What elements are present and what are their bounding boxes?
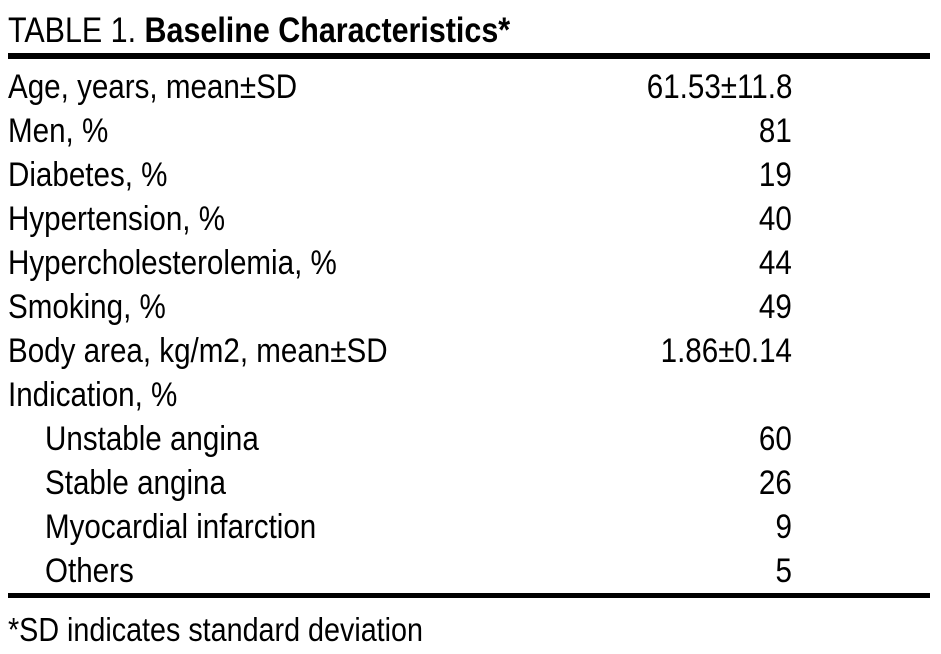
row-value: 44	[759, 244, 792, 282]
table-row: Age, years, mean±SD 61.53±11.8	[8, 65, 930, 109]
row-label: Body area, kg/m2, mean±SD	[8, 332, 388, 370]
row-label: Indication, %	[8, 376, 178, 414]
table-title-text: TABLE 1. Baseline Characteristics*	[8, 9, 510, 53]
row-label: Smoking, %	[8, 288, 166, 326]
table-row: Men, % 81	[8, 109, 930, 153]
table-row-section: Indication, %	[8, 373, 930, 417]
table-row: Hypercholesterolemia, % 44	[8, 241, 930, 285]
row-value: 60	[759, 420, 792, 458]
row-value: 40	[759, 200, 792, 238]
row-value: 5	[775, 552, 792, 590]
row-label: Myocardial infarction	[45, 508, 317, 546]
row-value: 9	[775, 508, 792, 546]
table-row: Diabetes, % 19	[8, 153, 930, 197]
table-title-prefix: TABLE 1.	[8, 11, 145, 50]
row-value: 19	[759, 156, 792, 194]
row-label: Hypertension, %	[8, 200, 226, 238]
row-label: Stable angina	[45, 464, 226, 502]
row-value: 49	[759, 288, 792, 326]
row-label: Hypercholesterolemia, %	[8, 244, 337, 282]
row-label: Men, %	[8, 112, 109, 150]
table-row: Myocardial infarction 9	[8, 505, 930, 549]
table-row: Hypertension, % 40	[8, 197, 930, 241]
table-row: Unstable angina 60	[8, 417, 930, 461]
row-label: Age, years, mean±SD	[8, 68, 298, 106]
row-value: 26	[759, 464, 792, 502]
row-label: Others	[45, 552, 134, 590]
row-value: 81	[759, 112, 792, 150]
table-title-main: Baseline Characteristics*	[144, 11, 511, 50]
table-row: Smoking, % 49	[8, 285, 930, 329]
bottom-rule	[8, 593, 930, 598]
table-row: Others 5	[8, 549, 930, 593]
top-rule	[8, 53, 930, 59]
row-label: Diabetes, %	[8, 156, 168, 194]
table-body: Age, years, mean±SD 61.53±11.8 Men, % 81…	[8, 59, 930, 593]
row-label: Unstable angina	[45, 420, 259, 458]
baseline-characteristics-table: TABLE 1. Baseline Characteristics* Age, …	[8, 0, 930, 650]
row-value: 1.86±0.14	[660, 332, 792, 370]
footnote-text: *SD indicates standard deviation	[8, 611, 423, 648]
row-value: 61.53±11.8	[646, 68, 792, 106]
footnote: *SD indicates standard deviation	[8, 610, 930, 650]
table-row: Stable angina 26	[8, 461, 930, 505]
table-title: TABLE 1. Baseline Characteristics*	[8, 0, 930, 53]
table-row: Body area, kg/m2, mean±SD 1.86±0.14	[8, 329, 930, 373]
